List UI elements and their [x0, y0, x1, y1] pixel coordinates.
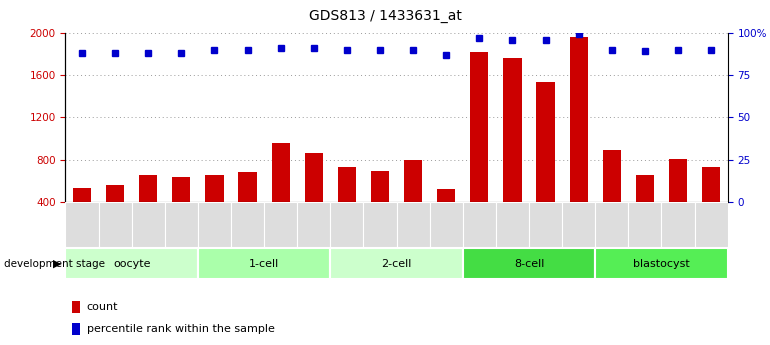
Bar [496, 202, 529, 247]
Bar [106, 186, 124, 244]
Bar [99, 202, 132, 247]
Bar [73, 188, 91, 244]
Bar [470, 52, 488, 244]
Text: 1-cell: 1-cell [249, 259, 280, 269]
Bar [371, 171, 389, 244]
Bar [702, 167, 720, 244]
Bar [272, 143, 290, 244]
Bar [172, 177, 190, 244]
Bar [504, 58, 521, 244]
Bar [231, 202, 264, 247]
FancyBboxPatch shape [65, 248, 198, 279]
Text: development stage: development stage [4, 259, 105, 269]
Bar [198, 202, 231, 247]
Bar [297, 202, 330, 247]
Bar [239, 172, 256, 244]
Bar [661, 202, 695, 247]
Bar [206, 175, 223, 244]
Text: oocyte: oocyte [113, 259, 150, 269]
Bar [72, 301, 80, 313]
Bar [562, 202, 595, 247]
Text: count: count [87, 302, 118, 312]
Text: 2-cell: 2-cell [381, 259, 412, 269]
Bar [132, 202, 165, 247]
Bar [72, 323, 80, 335]
FancyBboxPatch shape [463, 248, 595, 279]
Bar [537, 82, 554, 244]
Bar [437, 189, 455, 244]
Bar [264, 202, 297, 247]
Bar [363, 202, 397, 247]
Bar [165, 202, 198, 247]
Bar [397, 202, 430, 247]
Bar [695, 202, 728, 247]
Bar [636, 175, 654, 244]
Bar [595, 202, 628, 247]
Bar [430, 202, 463, 247]
Bar [338, 167, 356, 244]
Bar [139, 175, 157, 244]
Bar [330, 202, 363, 247]
Bar [570, 37, 588, 244]
Text: ▶: ▶ [53, 259, 62, 269]
Text: GDS813 / 1433631_at: GDS813 / 1433631_at [309, 9, 461, 23]
Bar [603, 150, 621, 244]
Bar [628, 202, 661, 247]
Text: 8-cell: 8-cell [514, 259, 544, 269]
Bar [404, 159, 422, 244]
FancyBboxPatch shape [595, 248, 728, 279]
Bar [529, 202, 562, 247]
Text: blastocyst: blastocyst [633, 259, 690, 269]
Text: percentile rank within the sample: percentile rank within the sample [87, 324, 275, 334]
Bar [65, 202, 99, 247]
Bar [463, 202, 496, 247]
FancyBboxPatch shape [198, 248, 330, 279]
Bar [305, 153, 323, 244]
Bar [669, 158, 687, 244]
FancyBboxPatch shape [330, 248, 463, 279]
